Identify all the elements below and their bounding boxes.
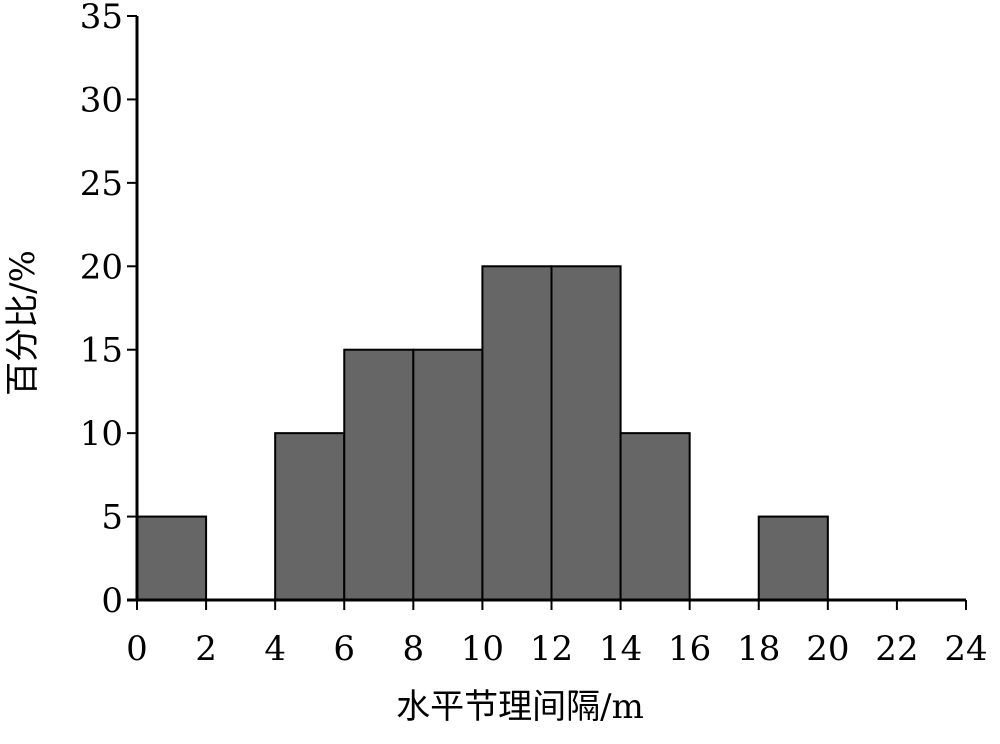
x-tick-label: 6 bbox=[333, 629, 355, 669]
y-tick-label: 25 bbox=[80, 164, 123, 204]
x-tick-label: 18 bbox=[737, 629, 780, 669]
histogram-bar bbox=[343, 348, 415, 602]
histogram-bar bbox=[412, 348, 484, 602]
y-tick-label: 20 bbox=[80, 247, 123, 287]
y-tick-label: 15 bbox=[80, 331, 123, 371]
y-tick-label: 0 bbox=[101, 581, 123, 621]
y-axis-title: 百分比/% bbox=[3, 250, 43, 396]
histogram-bar bbox=[481, 265, 553, 601]
x-tick-label: 10 bbox=[461, 629, 504, 669]
y-tick-label: 5 bbox=[101, 498, 123, 538]
x-axis-title: 水平节理间隔/m bbox=[396, 687, 644, 727]
axes-layer bbox=[127, 16, 966, 602]
y-tick-label: 30 bbox=[80, 80, 123, 120]
histogram-bar bbox=[136, 515, 208, 601]
x-tick-label: 24 bbox=[944, 629, 987, 669]
x-tick-label: 8 bbox=[403, 629, 425, 669]
histogram-bar bbox=[619, 432, 691, 601]
x-tick-label: 4 bbox=[264, 629, 286, 669]
x-tick-label: 16 bbox=[668, 629, 711, 669]
x-tick-label: 14 bbox=[599, 629, 642, 669]
bars-layer bbox=[136, 265, 829, 602]
y-tick-label: 35 bbox=[80, 0, 123, 37]
x-tick-label: 20 bbox=[806, 629, 849, 669]
x-tick-label: 22 bbox=[875, 629, 918, 669]
histogram-bar bbox=[757, 515, 829, 601]
x-tick-label: 12 bbox=[530, 629, 573, 669]
x-tick-label: 0 bbox=[126, 629, 148, 669]
y-tick-label: 10 bbox=[80, 414, 123, 454]
histogram-bar bbox=[274, 432, 346, 601]
x-tick-label: 2 bbox=[195, 629, 217, 669]
histogram-bar bbox=[550, 265, 622, 601]
